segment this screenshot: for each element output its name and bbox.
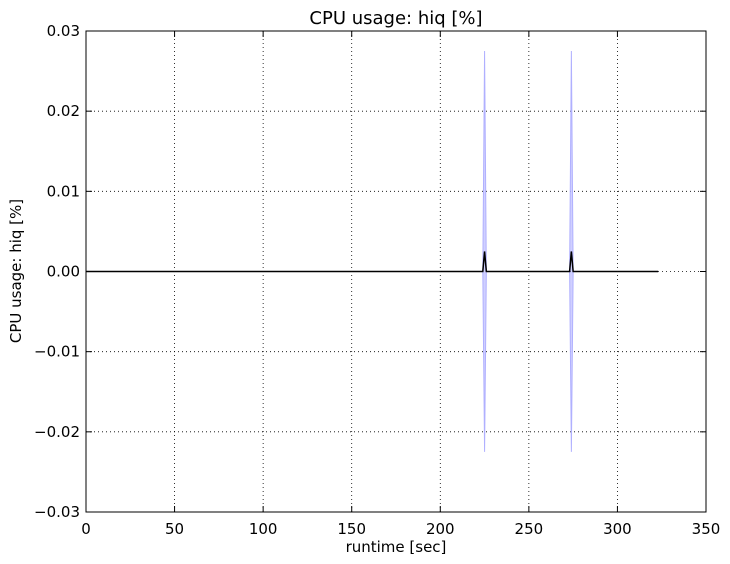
x-tick-label: 100 — [249, 520, 278, 538]
chart-title: CPU usage: hiq [%] — [309, 8, 482, 29]
y-axis-label: CPU usage: hiq [%] — [7, 199, 25, 343]
confidence-band-layer — [86, 51, 659, 452]
series-line — [86, 251, 659, 273]
y-tick-label: 0.01 — [47, 182, 80, 200]
y-tick-label: −0.03 — [34, 503, 80, 521]
x-tick-label: 250 — [515, 520, 544, 538]
x-axis: 0 50 100 150 200 250 300 350 — [81, 31, 720, 538]
y-tick-label: 0.00 — [47, 263, 80, 281]
x-tick-label: 0 — [81, 520, 91, 538]
y-tick-label: 0.02 — [47, 102, 80, 120]
x-axis-label: runtime [sec] — [346, 538, 447, 556]
x-tick-label: 300 — [603, 520, 632, 538]
x-tick-label: 200 — [426, 520, 455, 538]
x-tick-label: 350 — [692, 520, 721, 538]
x-tick-label: 150 — [337, 520, 366, 538]
y-tick-label: −0.01 — [34, 343, 80, 361]
series-line-layer — [86, 251, 659, 273]
x-tick-label: 50 — [165, 520, 184, 538]
y-tick-label: 0.03 — [47, 22, 80, 40]
confidence-band — [86, 51, 659, 452]
y-tick-label: −0.02 — [34, 423, 80, 441]
y-axis: −0.03 −0.02 −0.01 0.00 0.01 0.02 0.03 — [34, 22, 706, 521]
